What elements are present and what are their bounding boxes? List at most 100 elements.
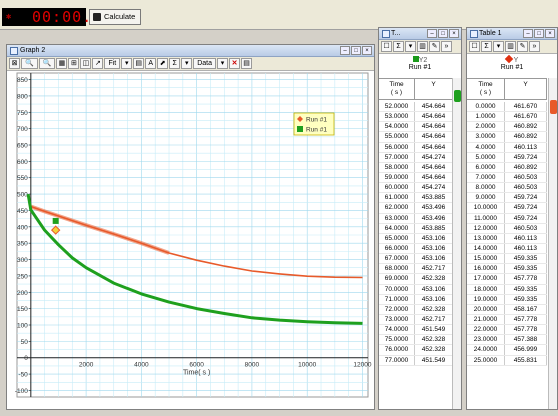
table-row[interactable]: 10.0000 459.724	[467, 203, 547, 214]
minimize-button[interactable]: –	[340, 46, 350, 55]
table-row[interactable]: 12.0000 460.503	[467, 223, 547, 234]
table-row[interactable]: 14.0000 460.113	[467, 243, 547, 255]
table2-scroll-thumb[interactable]	[454, 90, 461, 102]
statistics-menu-button[interactable]: ▾	[493, 41, 504, 52]
graph-tool-15[interactable]: ▾	[217, 58, 229, 69]
table-row[interactable]: 4.0000 460.113	[467, 142, 547, 153]
graph-tool-14[interactable]: Data	[193, 58, 217, 69]
table-row[interactable]: 15.0000 459.335	[467, 254, 547, 265]
table-row[interactable]: 54.0000 454.664	[379, 122, 453, 133]
graph-tool-17[interactable]: ▤	[241, 58, 253, 69]
graph-tool-0[interactable]: ⊠	[9, 58, 20, 69]
table2-titlebar[interactable]: T... – □ ×	[379, 28, 461, 40]
table-row[interactable]: 70.0000 453.106	[379, 284, 453, 295]
graph-tool-1[interactable]: 🔍	[21, 58, 38, 69]
table-row[interactable]: 57.0000 454.274	[379, 152, 453, 163]
table-row[interactable]: 74.0000 451.549	[379, 325, 453, 336]
table-row[interactable]: 24.0000 456.999	[467, 345, 547, 356]
table-row[interactable]: 25.0000 455.831	[467, 355, 547, 366]
table-row[interactable]: 19.0000 459.335	[467, 294, 547, 305]
more-button[interactable]: »	[529, 41, 540, 52]
table-options-button[interactable]: ☐	[469, 41, 480, 52]
table-row[interactable]: 63.0000 453.496	[379, 213, 453, 224]
table-row[interactable]: 58.0000 454.664	[379, 162, 453, 173]
more-button[interactable]: »	[441, 41, 452, 52]
table-row[interactable]: 21.0000 457.778	[467, 314, 547, 326]
table-row[interactable]: 59.0000 454.664	[379, 172, 453, 184]
table-row[interactable]: 64.0000 453.885	[379, 223, 453, 234]
table-row[interactable]: 22.0000 457.778	[467, 325, 547, 336]
table-row[interactable]: 5.0000 459.724	[467, 152, 547, 163]
columns-button[interactable]: ▥	[417, 41, 428, 52]
table-row[interactable]: 9.0000 459.724	[467, 193, 547, 204]
graph-tool-2[interactable]: 🔍	[38, 58, 56, 69]
table-row[interactable]: 7.0000 460.503	[467, 172, 547, 184]
table-row[interactable]: 69.0000 452.328	[379, 274, 453, 285]
graph-tool-11[interactable]: ⬈	[157, 58, 169, 69]
table2-scrollbar[interactable]	[452, 78, 461, 409]
table-row[interactable]: 6.0000 460.892	[467, 162, 547, 173]
calculate-button[interactable]: Calculate	[89, 9, 141, 25]
statistics-button[interactable]: Σ	[481, 41, 492, 52]
graph-tool-3[interactable]: ▦	[56, 58, 68, 69]
close-button[interactable]: ×	[545, 29, 555, 38]
table-row[interactable]: 75.0000 452.328	[379, 335, 453, 346]
table-row[interactable]: 73.0000 452.717	[379, 314, 453, 326]
minimize-button[interactable]: –	[523, 29, 533, 38]
graph-tool-10[interactable]: A	[145, 58, 157, 69]
table-row[interactable]: 18.0000 459.335	[467, 284, 547, 295]
table-options-button[interactable]: ☐	[381, 41, 392, 52]
graph-plot[interactable]: 8508007507006506005505004504003503002502…	[7, 45, 374, 409]
table-row[interactable]: 66.0000 453.106	[379, 243, 453, 255]
table-row[interactable]: 23.0000 457.388	[467, 335, 547, 346]
maximize-button[interactable]: □	[351, 46, 361, 55]
table-row[interactable]: 71.0000 453.106	[379, 294, 453, 305]
maximize-button[interactable]: □	[534, 29, 544, 38]
table-row[interactable]: 56.0000 454.664	[379, 142, 453, 153]
table-row[interactable]: 3.0000 460.892	[467, 132, 547, 143]
graph-tool-9[interactable]: ▤	[133, 58, 145, 69]
table-row[interactable]: 11.0000 459.724	[467, 213, 547, 224]
graph-tool-7[interactable]: Fit	[104, 58, 121, 69]
columns-button[interactable]: ▥	[505, 41, 516, 52]
table-row[interactable]: 67.0000 453.106	[379, 254, 453, 265]
statistics-menu-button[interactable]: ▾	[405, 41, 416, 52]
table-row[interactable]: 2.0000 460.892	[467, 122, 547, 133]
table-row[interactable]: 61.0000 453.885	[379, 193, 453, 204]
graph-tool-8[interactable]: ▾	[121, 58, 133, 69]
table-row[interactable]: 53.0000 454.664	[379, 112, 453, 123]
edit-button[interactable]: ✎	[429, 41, 440, 52]
close-button[interactable]: ×	[449, 29, 459, 38]
close-button[interactable]: ×	[362, 46, 372, 55]
table-row[interactable]: 62.0000 453.496	[379, 203, 453, 214]
graph-tool-12[interactable]: Σ	[169, 58, 181, 69]
table-row[interactable]: 20.0000 458.167	[467, 304, 547, 315]
table-row[interactable]: 16.0000 459.335	[467, 264, 547, 275]
table-row[interactable]: 72.0000 452.328	[379, 304, 453, 315]
table-row[interactable]: 68.0000 452.717	[379, 264, 453, 275]
statistics-button[interactable]: Σ	[393, 41, 404, 52]
table-row[interactable]: 76.0000 452.328	[379, 345, 453, 356]
table-row[interactable]: 55.0000 454.664	[379, 132, 453, 143]
graph-tool-4[interactable]: ⊞	[68, 58, 80, 69]
table-row[interactable]: 52.0000 454.664	[379, 102, 453, 113]
graph-tool-6[interactable]: ↗	[92, 58, 104, 69]
minimize-button[interactable]: –	[427, 29, 437, 38]
table1-scroll-thumb[interactable]	[550, 100, 557, 114]
table-row[interactable]: 8.0000 460.503	[467, 183, 547, 194]
table-row[interactable]: 0.0000 461.670	[467, 102, 547, 113]
graph-titlebar[interactable]: Graph 2 – □ ×	[7, 45, 374, 57]
table-row[interactable]: 17.0000 457.778	[467, 274, 547, 285]
table-row[interactable]: 60.0000 454.274	[379, 183, 453, 194]
table-row[interactable]: 13.0000 460.113	[467, 233, 547, 244]
graph-tool-5[interactable]: ◫	[80, 58, 92, 69]
table-row[interactable]: 1.0000 461.670	[467, 112, 547, 123]
graph-tool-16[interactable]: ✕	[229, 58, 241, 69]
table1-titlebar[interactable]: Table 1 – □ ×	[467, 28, 557, 40]
edit-button[interactable]: ✎	[517, 41, 528, 52]
graph-tool-13[interactable]: ▾	[181, 58, 193, 69]
table-row[interactable]: 65.0000 453.106	[379, 233, 453, 244]
maximize-button[interactable]: □	[438, 29, 448, 38]
table1-scrollbar[interactable]	[548, 78, 557, 409]
table-row[interactable]: 77.0000 451.549	[379, 355, 453, 366]
